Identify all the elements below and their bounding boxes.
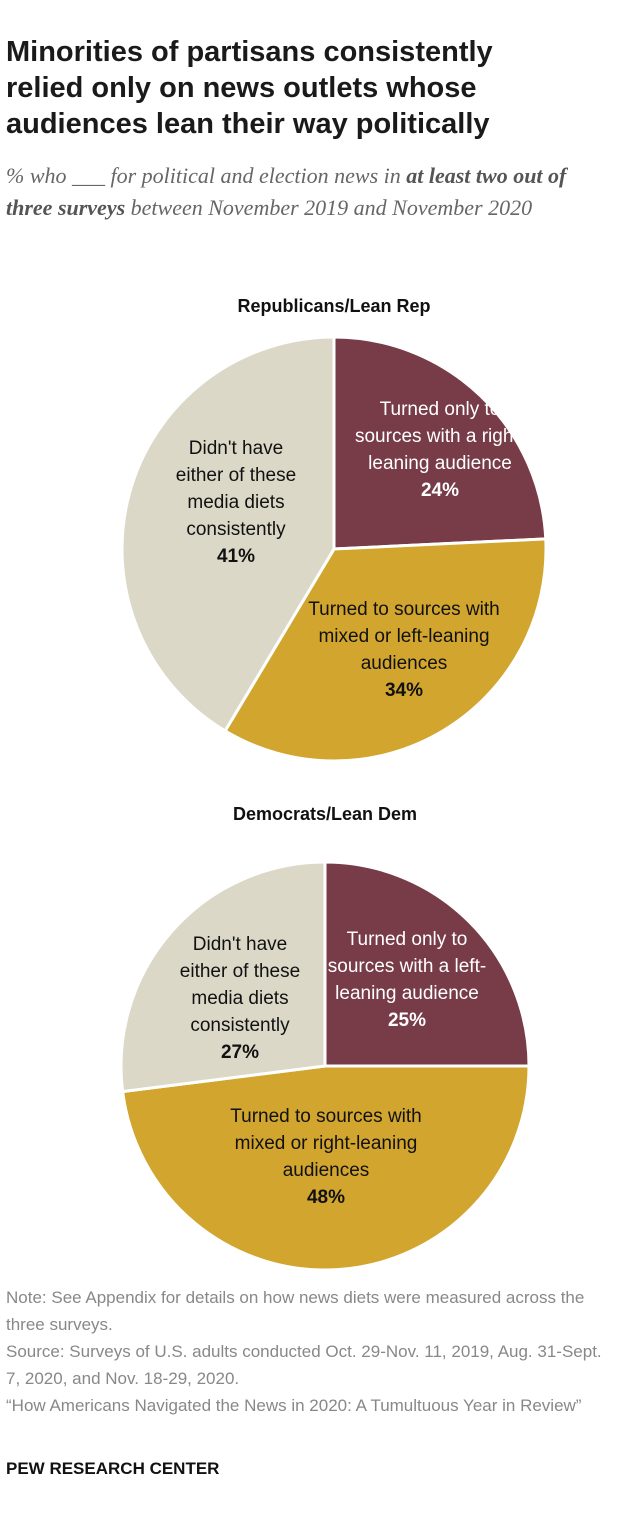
pie-slice: [119, 860, 327, 1094]
value-label: 48%: [306, 1187, 346, 1208]
subtitle-text: between November 2019 and November 2020: [125, 195, 533, 220]
chart-title: Republicans/Lean Rep: [237, 296, 431, 316]
slice-label: Turned to sources with mixed or right-le…: [226, 1103, 426, 1211]
value-label: 25%: [387, 1010, 427, 1031]
subtitle: % who ___ for political and election new…: [6, 160, 606, 224]
title: Minorities of partisans consistently rel…: [6, 36, 493, 140]
category-label: Didn't have either of these media diets …: [175, 438, 297, 540]
pie-slice: [223, 537, 548, 763]
pie-slice: [323, 860, 531, 1068]
subtitle-text: % who ___ for political and election new…: [6, 163, 407, 188]
slice-label: Turned only to sources with a left-leani…: [320, 926, 495, 1034]
source: Source: Surveys of U.S. adults conducted…: [6, 1342, 602, 1388]
pie-slice: [120, 335, 336, 733]
value-label: 27%: [220, 1042, 260, 1063]
category-label: Turned only to sources with a right-lean…: [354, 399, 525, 474]
logo: PEW RESEARCH CENTER: [6, 1459, 220, 1478]
report: “How Americans Navigated the News in 202…: [6, 1396, 582, 1415]
note: Note: See Appendix for details on how ne…: [6, 1288, 585, 1334]
slice-label: Turned only to sources with a right-lean…: [353, 396, 528, 504]
pie-slice: [120, 1064, 531, 1272]
category-label: Turned to sources with mixed or right-le…: [230, 1106, 422, 1181]
value-label: 24%: [420, 480, 460, 501]
category-label: Didn't have either of these media diets …: [179, 934, 301, 1036]
chart-title: Democrats/Lean Dem: [232, 804, 418, 824]
category-label: Turned to sources with mixed or left-lea…: [308, 599, 500, 674]
category-label: Turned only to sources with a left-leani…: [327, 929, 487, 1004]
pie-slice: [332, 335, 548, 551]
value-label: 34%: [384, 680, 424, 701]
slice-label: Didn't have either of these media diets …: [164, 435, 309, 570]
slice-label: Didn't have either of these media diets …: [168, 931, 313, 1066]
subtitle-bold: at least two out of three surveys: [6, 163, 567, 220]
value-label: 41%: [216, 546, 256, 567]
slice-label: Turned to sources with mixed or left-lea…: [304, 596, 504, 704]
